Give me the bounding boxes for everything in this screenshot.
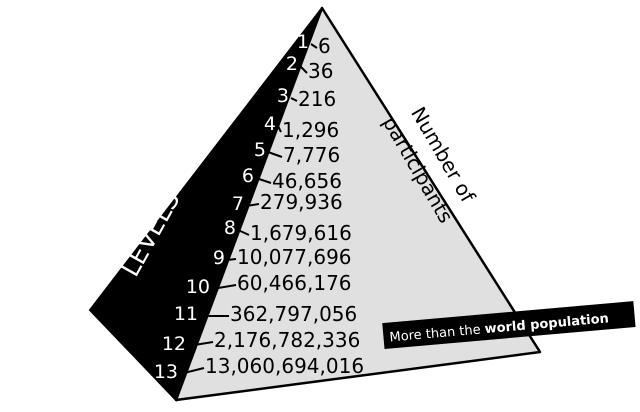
participant-count: 10,077,696 [237,245,352,269]
level-number: 1 [297,31,309,53]
participant-count: 36 [308,59,333,83]
level-tick [299,65,308,74]
level-tick [277,125,282,133]
world-population-banner: More than the world population [382,301,636,349]
participant-count: 216 [298,87,336,111]
participant-count: 7,776 [283,143,340,167]
level-number: 3 [277,85,289,107]
level-tick [267,151,283,158]
participant-count: 6 [318,34,331,58]
participant-count: 46,656 [272,169,342,193]
participant-count: 362,797,056 [230,302,357,326]
participant-count: 279,936 [260,190,343,214]
level-number: 5 [254,139,266,161]
level-tick [255,177,272,184]
level-number: 12 [162,333,186,355]
level-tick [179,367,205,375]
level-tick [245,203,260,207]
level-number: 4 [264,113,276,135]
level-number: 8 [224,217,236,239]
level-tick [290,97,298,102]
level-tick [226,258,237,261]
level-number: 10 [186,276,210,298]
level-tick [211,284,237,290]
level-number: 2 [286,53,298,75]
participant-count: 13,060,694,016 [205,354,364,378]
banner-background [382,301,636,349]
participant-count: 2,176,782,336 [214,328,360,352]
level-number: 13 [154,361,178,383]
level-number: 11 [174,303,198,325]
level-number: 9 [213,247,225,269]
level-tick [187,341,214,347]
pyramid-right-face [174,6,542,402]
level-tick [237,229,250,236]
participant-count: 1,296 [282,118,339,142]
participant-count: 1,679,616 [250,221,352,245]
level-number: 7 [232,193,244,215]
participant-count: 60,466,176 [237,271,352,295]
level-tick [310,43,318,49]
level-number: 6 [242,165,254,187]
